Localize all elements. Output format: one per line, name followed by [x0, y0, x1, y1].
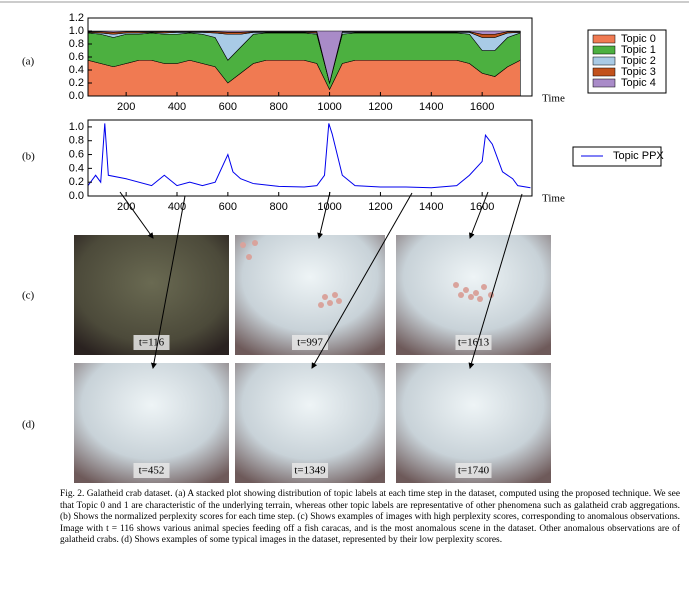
crab: [318, 302, 324, 308]
panel-label: (d): [22, 419, 35, 431]
photo-label: t=1349: [294, 465, 326, 477]
line: [87, 123, 531, 189]
y-tick-label: 0.0: [69, 190, 84, 202]
chart: 0.0 0.2 0.4 0.60.8 1.0 200 400 600 800 1000 1200 14…: [69, 119, 664, 213]
arrow: [150, 195, 186, 369]
crab: [240, 242, 246, 248]
x-tick-label: 800: [270, 201, 288, 213]
panel-label: (a): [22, 56, 35, 68]
x-tick-label: 600: [219, 101, 237, 113]
x-tick-label: 800: [270, 101, 288, 113]
x-axis-label: Time: [542, 93, 565, 105]
photo-label: t=1613: [458, 337, 490, 349]
x-tick-label: 1000: [317, 101, 341, 113]
legend-label: Topic 4: [621, 77, 656, 89]
photo-label-bg: [455, 335, 492, 350]
y-tick-label: 0.2: [69, 176, 84, 188]
crab: [481, 284, 487, 290]
crab: [473, 290, 479, 296]
x-tick-label: 1400: [419, 201, 443, 213]
legend-box: [572, 146, 662, 167]
arrow: [317, 191, 331, 239]
x-tick-label: 200: [117, 201, 135, 213]
photo-label: t=452: [139, 465, 165, 477]
photo-label: t=116: [139, 337, 165, 349]
x-tick-label: 1200: [368, 201, 392, 213]
crab: [322, 294, 328, 300]
arrow: [468, 193, 523, 369]
x-tick-label: 600: [219, 201, 237, 213]
x-axis-label: Time: [542, 193, 565, 205]
area: [87, 30, 521, 84]
photo-label: t=997: [297, 337, 323, 349]
panel-label: (b): [22, 151, 35, 163]
area: [87, 59, 521, 97]
crab: [327, 300, 333, 306]
plot-frame: [87, 119, 533, 197]
crab: [458, 292, 464, 298]
legend-swatch: [592, 56, 616, 66]
photo-label-bg: [292, 335, 328, 350]
panel-label: (c): [22, 290, 35, 302]
y-tick-label: 0.4: [69, 64, 84, 76]
photo-label-bg: [455, 463, 492, 478]
x-tick-label: 400: [168, 201, 186, 213]
crab: [336, 298, 342, 304]
x-tick-label: 1200: [368, 101, 392, 113]
arrow: [311, 192, 413, 369]
chart: 0.00.20.40.60.81.01.2 200 400 600 800 1000 120…: [69, 12, 667, 113]
crab: [453, 282, 459, 288]
y-tick-label: 1.2: [69, 12, 84, 24]
y-tick-label: 1.0: [69, 121, 84, 133]
y-tick-label: 0.8: [69, 38, 84, 50]
legend-label: Topic 2: [621, 55, 656, 67]
legend-label: Topic 0: [621, 33, 656, 45]
crab: [477, 296, 483, 302]
arrow: [469, 191, 489, 239]
legend-swatch: [592, 78, 616, 88]
photo-label-bg: [133, 463, 170, 478]
arrow: [119, 191, 154, 239]
arrows: [119, 191, 523, 369]
legend-label: Topic 3: [621, 66, 656, 78]
legend-swatch: [592, 34, 616, 44]
y-tick-label: 1.0: [69, 25, 84, 37]
x-tick-label: 400: [168, 101, 186, 113]
y-tick-label: 0.6: [69, 51, 84, 63]
crab: [252, 240, 258, 246]
image-grid: t=116 t=997 t=1613 t=452 t=1349 t=1740: [74, 235, 551, 483]
y-tick-label: 0.2: [69, 77, 84, 89]
crab: [468, 294, 474, 300]
legend-swatch: [592, 45, 616, 55]
photo-label-bg: [292, 463, 328, 478]
y-tick-label: 0.8: [69, 135, 84, 147]
photo-label: t=1740: [458, 465, 490, 477]
legend-label: Topic 1: [621, 44, 656, 56]
crab: [463, 287, 469, 293]
y-tick-label: 0.4: [69, 162, 84, 174]
y-tick-label: 0.0: [69, 90, 84, 102]
crab: [332, 292, 338, 298]
y-tick-label: 0.6: [69, 148, 84, 160]
caption: Fig. 2. Galatheid crab dataset. (a) A st…: [60, 489, 680, 546]
legend-swatch: [592, 67, 616, 77]
x-tick-label: 1600: [470, 101, 494, 113]
x-tick-label: 1400: [419, 101, 443, 113]
legend-label: Topic PPX: [613, 150, 664, 162]
crab: [246, 254, 252, 260]
photo-label-bg: [133, 335, 170, 350]
x-tick-label: 200: [117, 101, 135, 113]
x-tick-label: 1000: [317, 201, 341, 213]
